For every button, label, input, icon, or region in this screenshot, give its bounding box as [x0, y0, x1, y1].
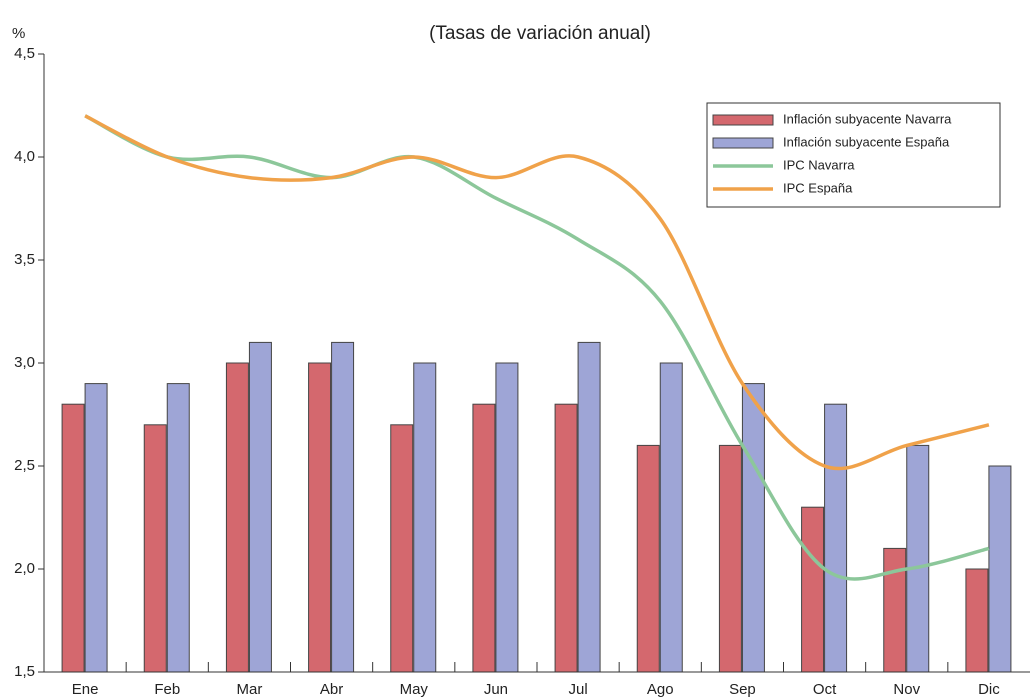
x-tick-label: Nov: [893, 681, 920, 698]
bar: [495, 362, 519, 673]
legend-label: IPC España: [783, 180, 853, 195]
x-tick-label: Mar: [236, 681, 262, 698]
bar: [143, 424, 167, 673]
legend-label: Inflación subyacente España: [783, 134, 950, 149]
legend-label: IPC Navarra: [783, 157, 855, 172]
bar: [166, 383, 190, 673]
bar: [577, 341, 601, 673]
bar: [883, 547, 907, 673]
x-tick-label: May: [400, 681, 429, 698]
bar: [413, 362, 437, 673]
y-tick-label: 3,0: [14, 354, 35, 371]
bar: [61, 403, 85, 673]
bar: [824, 403, 848, 673]
bar: [390, 424, 414, 673]
bar: [554, 403, 578, 673]
x-tick-label: Oct: [813, 681, 837, 698]
legend-swatch: [712, 114, 774, 126]
bar: [988, 465, 1012, 673]
x-tick-label: Ene: [72, 681, 99, 698]
bar: [331, 341, 355, 673]
x-tick-label: Abr: [320, 681, 343, 698]
y-tick-label: 4,0: [14, 148, 35, 165]
bar: [801, 506, 825, 673]
x-tick-label: Jul: [568, 681, 587, 698]
bar: [308, 362, 332, 673]
bar: [472, 403, 496, 673]
bar: [659, 362, 683, 673]
line-series: [84, 114, 990, 581]
x-tick-label: Dic: [978, 681, 1000, 698]
x-tick-label: Ago: [647, 681, 674, 698]
x-tick-label: Feb: [154, 681, 180, 698]
bar: [248, 341, 272, 673]
bar: [636, 444, 660, 673]
legend-swatch: [712, 137, 774, 149]
legend-label: Inflación subyacente Navarra: [783, 111, 952, 126]
line-series: [84, 114, 990, 471]
x-tick-label: Sep: [729, 681, 756, 698]
y-tick-label: 2,0: [14, 560, 35, 577]
y-tick-label: 1,5: [14, 663, 35, 680]
y-tick-label: 3,5: [14, 251, 35, 268]
bar: [741, 383, 765, 673]
chart-title: (Tasas de variación anual): [429, 23, 651, 44]
y-tick-label: 4,5: [14, 45, 35, 62]
y-tick-label: 2,5: [14, 457, 35, 474]
bar: [84, 383, 108, 673]
bar: [906, 444, 930, 673]
bar: [718, 444, 742, 673]
bar: [225, 362, 249, 673]
x-tick-label: Jun: [484, 681, 508, 698]
y-axis-label: %: [12, 25, 25, 42]
bar: [965, 568, 989, 673]
